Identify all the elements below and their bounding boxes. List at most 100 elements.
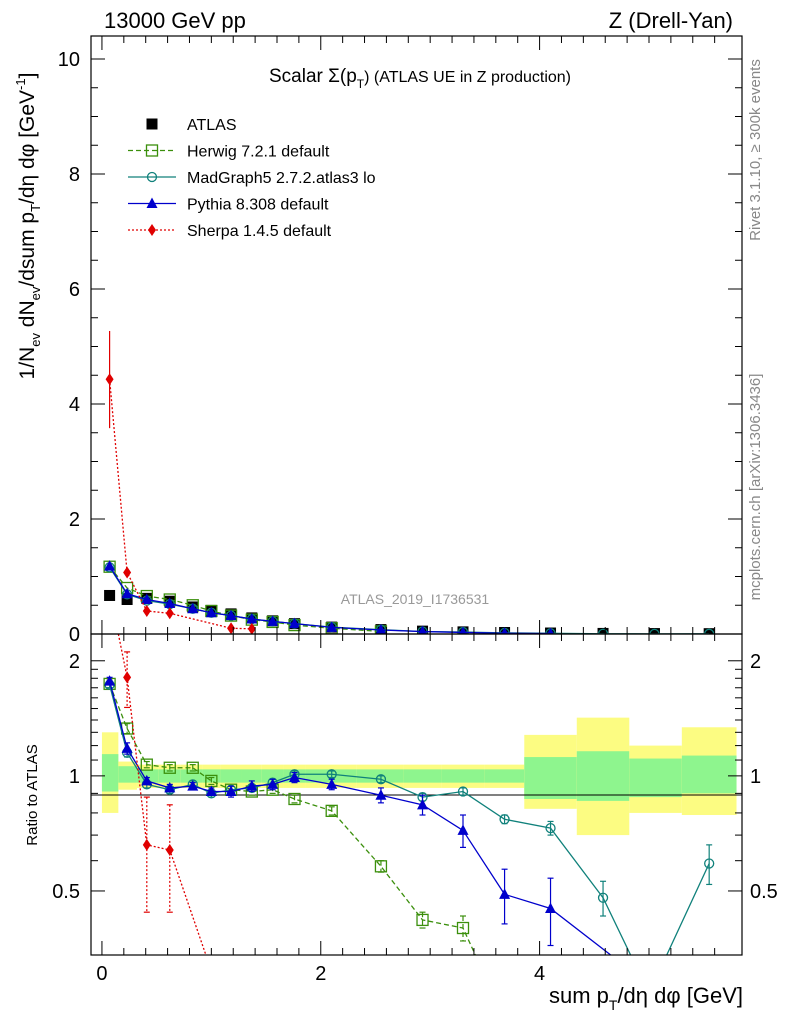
ratio-band-inner (681, 755, 737, 794)
herwig-ratio-point (163, 761, 176, 774)
pythia-main-point (246, 613, 258, 624)
sherpa-main-point (142, 605, 151, 617)
madgraph-ratio-point (375, 774, 387, 785)
main-ytick-label: 2 (69, 509, 80, 531)
ratio-ytick-label-right: 0.5 (750, 881, 778, 903)
madgraph-legend-marker (146, 171, 158, 183)
pythia-ratio-point (225, 785, 237, 797)
atlas-main-point (104, 589, 116, 601)
madgraph-legend-label: MadGraph5 2.7.2.atlas3 lo (187, 170, 376, 187)
pythia-ratio-point (375, 789, 387, 800)
pythia-main-point (225, 609, 237, 621)
ratio-ytick-label: 2 (69, 651, 80, 673)
pythia-main-point (104, 560, 116, 571)
pythia-ratio-point (417, 798, 429, 810)
sherpa-main-point (123, 566, 132, 579)
xlabel-rest: /dη dφ [GeV] (617, 983, 743, 1008)
ratio-ylabel: Ratio to ATLAS (24, 744, 41, 845)
rivet-label: Rivet 3.1.10, ≥ 300k events (747, 59, 764, 241)
herwig-legend-marker (145, 144, 159, 157)
pythia-main-point (267, 615, 279, 626)
main-title-main: Scalar Σ(p (269, 66, 357, 87)
pythia-main-point (375, 624, 387, 634)
ratio-series-layer (103, 634, 715, 955)
main-ytick-label: 8 (69, 164, 80, 186)
ratio-ytick-label: 0.5 (52, 881, 80, 903)
main-title-rest: ) (ATLAS UE in Z production) (364, 69, 571, 86)
atlas-main-point (121, 594, 133, 605)
pythia-main-point (121, 587, 133, 599)
main-ylabel: 1/Nev dNev/dsum pT/dη dφ [GeV-1] (13, 73, 43, 380)
sherpa-main-point (165, 607, 174, 620)
pythia-main-line (109, 565, 551, 634)
ratio-band-layer (101, 717, 737, 836)
main-ytick-label: 4 (69, 394, 80, 416)
madgraph-ratio-point (704, 858, 715, 869)
pythia-legend-label: Pythia 8.308 default (187, 197, 329, 214)
pythia-ratio-point (246, 780, 258, 791)
ratio-ytick-label: 1 (69, 766, 80, 788)
main-ytick-label: 0 (69, 624, 80, 646)
pythia-ratio-point (457, 824, 469, 835)
sherpa-main-point (227, 622, 236, 634)
pythia-ratio-point (267, 778, 279, 789)
pythia-legend-marker (146, 197, 158, 208)
pythia-main-point (289, 617, 301, 629)
pythia-main-point (547, 627, 554, 634)
sherpa-legend-marker (148, 224, 156, 236)
pythia-ratio-point (164, 781, 176, 793)
madgraph-ratio-point (597, 892, 609, 903)
legend: ATLAS Herwig 7.2.1 default MadGraph5 2.7.2… (128, 117, 376, 240)
herwig-ratio-point (140, 758, 153, 771)
herwig-ratio-point (325, 804, 338, 818)
pythia-main-point (459, 626, 467, 634)
process-label: Z (Drell-Yan) (609, 8, 733, 33)
main-ytick-label: 10 (58, 49, 80, 71)
ratio-ytick-label-right: 2 (750, 651, 761, 673)
ratio-band-inner (403, 769, 442, 783)
main-title-sub: T (357, 77, 365, 91)
xtick-label: 2 (315, 963, 326, 985)
xlabel-main: sum p (549, 983, 609, 1008)
ratio-band-inner (261, 769, 284, 783)
xlabel-sub: T (609, 997, 618, 1013)
ratio-band-inner (629, 758, 682, 798)
xtick-label: 0 (96, 963, 107, 985)
ratio-band-inner (484, 769, 525, 783)
ratio-band-inner (524, 757, 577, 799)
ratio-ytick-label-right: 1 (750, 766, 761, 788)
axes-layer: 0 2 4 6 8 10 0 2 4 0.5 0.5 1 1 2 2 (52, 36, 778, 985)
sherpa-legend-label: Sherpa 1.4.5 default (187, 223, 332, 240)
main-ytick-label: 6 (69, 279, 80, 301)
pythia-main-point (141, 593, 153, 604)
atlas-legend-label: ATLAS (187, 117, 237, 134)
madgraph-ratio-point (545, 822, 556, 834)
main-title: Scalar Σ(pT) (ATLAS UE in Z production) (269, 66, 571, 91)
energy-label: 13000 GeV pp (104, 8, 246, 33)
atlas-legend-marker (146, 118, 158, 130)
xtick-label: 4 (534, 963, 545, 985)
atlas-main-point (597, 627, 609, 634)
atlas-main-point (648, 628, 660, 634)
sherpa-ratio-point (165, 843, 174, 856)
pythia-ratio-point (205, 785, 217, 797)
pythia-main-point (205, 606, 217, 618)
sherpa-main-line (108, 379, 252, 630)
pythia-ratio-point (141, 774, 153, 786)
pythia-ratio-point (499, 888, 511, 899)
pythia-ratio-line (108, 680, 612, 955)
herwig-ratio-point (416, 913, 429, 927)
main-series-layer (103, 330, 715, 634)
pythia-ratio-point (121, 742, 133, 753)
mcplots-label: mcplots.cern.ch [arXiv:1306.3436] (747, 374, 764, 601)
herwig-legend-label: Herwig 7.2.1 default (187, 144, 330, 161)
atlas-main-point (703, 628, 715, 634)
pythia-main-point (418, 625, 427, 634)
analysis-watermark: ATLAS_2019_I1736531 (341, 591, 490, 607)
pythia-ratio-point (326, 778, 338, 789)
pythia-ratio-point (104, 675, 116, 686)
sherpa-main-point (105, 373, 114, 386)
sherpa-ratio-point (123, 671, 132, 684)
ratio-band-inner (576, 751, 630, 801)
